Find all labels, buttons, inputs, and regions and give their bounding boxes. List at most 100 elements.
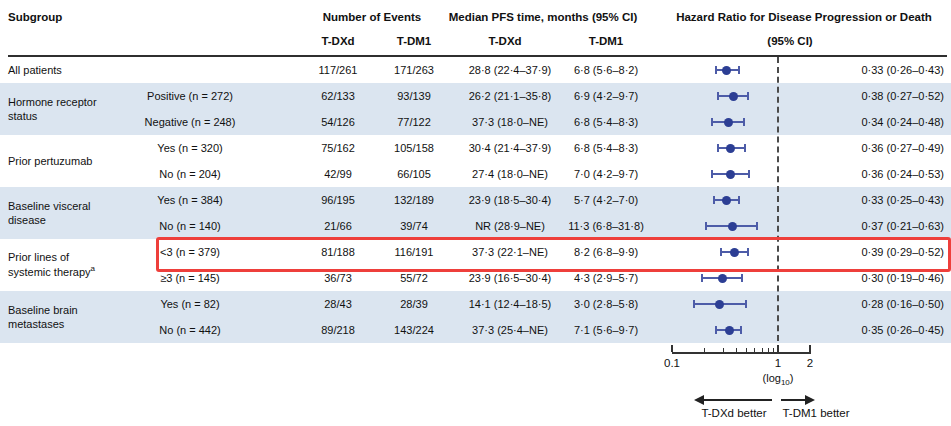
axis-minor-tick	[768, 348, 769, 352]
table-row: No (n = 442)89/218143/22437·3 (25·4–NE)7…	[0, 317, 951, 343]
table-row: Positive (n = 272)62/13393/13926·2 (21·1…	[0, 83, 951, 109]
table-row: ≥3 (n = 145)36/7355/7223·9 (16·5–30·4)4·…	[0, 265, 951, 291]
hr-value: 0·33 (0·25–0·43)	[800, 194, 944, 206]
subgroup-section: Prior pertuzumabYes (n = 320)75/162105/1…	[0, 135, 951, 187]
table-row: 117/261171/26328·8 (22·4–37·9)6·8 (5·6–8…	[0, 57, 951, 83]
events-tdm1: 105/158	[376, 142, 452, 154]
events-tdm1: 77/122	[376, 116, 452, 128]
events-tdxd: 117/261	[300, 64, 376, 76]
events-tdxd: 96/195	[300, 194, 376, 206]
subgroup-level: ≥3 (n = 145)	[110, 272, 270, 284]
subgroup-level: Yes (n = 320)	[110, 142, 270, 154]
hr-value: 0·33 (0·26–0·43)	[800, 64, 944, 76]
ci-cap-right	[748, 170, 750, 178]
events-tdxd: 75/162	[300, 142, 376, 154]
ci-cap-right	[741, 274, 743, 282]
table-row: Yes (n = 320)75/162105/15830·4 (21·4–37·…	[0, 135, 951, 161]
median-tdm1: 4·3 (2·9–5·7)	[546, 272, 666, 284]
axis-major-tick	[809, 345, 811, 352]
hr-value: 0·37 (0·21–0·63)	[800, 220, 944, 232]
hr-value: 0·39 (0·29–0·52)	[800, 246, 944, 258]
ci-cap-left	[713, 196, 715, 204]
events-tdm1: 143/224	[376, 324, 452, 336]
hr-point-marker	[728, 222, 737, 231]
left-arrow-icon	[694, 395, 704, 405]
axis-minor-tick	[736, 348, 737, 352]
ci-cap-right	[747, 248, 749, 256]
hr-value: 0·38 (0·27–0·52)	[800, 90, 944, 102]
axis-minor-tick	[746, 348, 747, 352]
events-tdxd: 42/99	[300, 168, 376, 180]
hr-value: 0·28 (0·16–0·50)	[800, 298, 944, 310]
table-row: No (n = 140)21/6639/74NR (28·9–NE)11·3 (…	[0, 213, 951, 239]
ci-cap-right	[744, 144, 746, 152]
ci-cap-left	[715, 326, 717, 334]
axis-minor-tick	[754, 348, 755, 352]
events-tdm1: 66/105	[376, 168, 452, 180]
hr-point-marker	[722, 66, 731, 75]
x-axis-line	[672, 352, 811, 354]
right-arrow-icon	[805, 395, 815, 405]
median-tdm1: 3·0 (2·8–5·8)	[546, 298, 666, 310]
hr-point-marker	[726, 144, 735, 153]
forest-plot-figure: Subgroup Number of Events Median PFS tim…	[0, 0, 951, 426]
axis-tick-label: 1	[763, 357, 793, 369]
subgroup-level: Positive (n = 272)	[110, 90, 270, 102]
median-tdm1: 7·0 (4·2–9·7)	[546, 168, 666, 180]
hr-value: 0·36 (0·24–0·53)	[800, 168, 944, 180]
hr-point-marker	[725, 326, 734, 335]
hr-point-marker	[715, 300, 724, 309]
subgroup-section: Prior lines of systemic therapya<3 (n = …	[0, 239, 951, 291]
reference-line-hr1	[777, 57, 779, 351]
col-header-median-pfs: Median PFS time, months (95% CI)	[443, 11, 643, 23]
median-tdm1: 6·8 (5·4–8·3)	[546, 142, 666, 154]
events-tdm1: 171/263	[376, 64, 452, 76]
table-row: Negative (n = 248)54/12677/12237·3 (18·0…	[0, 109, 951, 135]
col-header-subgroup: Subgroup	[8, 11, 62, 23]
ci-cap-left	[693, 300, 695, 308]
hr-value: 0·35 (0·26–0·45)	[800, 324, 944, 336]
subgroup-level: <3 (n = 379)	[110, 246, 270, 258]
subheader-events-tdm1: T-DM1	[376, 35, 452, 47]
ci-cap-right	[740, 326, 742, 334]
left-arrow-line	[703, 399, 772, 401]
axis-minor-tick	[762, 348, 763, 352]
col-header-hazard-ratio: Hazard Ratio for Disease Progression or …	[650, 11, 951, 23]
events-tdxd: 54/126	[300, 116, 376, 128]
ci-cap-right	[745, 300, 747, 308]
ci-cap-left	[701, 274, 703, 282]
events-tdxd: 21/66	[300, 220, 376, 232]
hr-value: 0·34 (0·24–0·48)	[800, 116, 944, 128]
tdm1-better-label: T-DM1 better	[768, 407, 864, 419]
ci-cap-left	[711, 170, 713, 178]
subheader-median-tdxd: T-DXd	[452, 35, 558, 47]
axis-minor-tick	[773, 348, 774, 352]
table-row: Yes (n = 384)96/195132/18923·9 (18·5–30·…	[0, 187, 951, 213]
ci-cap-left	[717, 144, 719, 152]
ci-cap-right	[743, 118, 745, 126]
events-tdm1: 132/189	[376, 194, 452, 206]
subgroup-section: All patients117/261171/26328·8 (22·4–37·…	[0, 57, 951, 83]
hr-point-marker	[730, 248, 739, 257]
events-tdxd: 81/188	[300, 246, 376, 258]
axis-minor-tick	[704, 348, 705, 352]
events-tdxd: 62/133	[300, 90, 376, 102]
ci-cap-right	[756, 222, 758, 230]
subgroup-section: Baseline brain metastasesYes (n = 82)28/…	[0, 291, 951, 343]
events-tdxd: 89/218	[300, 324, 376, 336]
ci-cap-right	[738, 196, 740, 204]
ci-cap-left	[717, 92, 719, 100]
subgroup-level: No (n = 204)	[110, 168, 270, 180]
hr-point-marker	[729, 92, 738, 101]
subgroup-level: No (n = 442)	[110, 324, 270, 336]
hr-point-marker	[718, 274, 727, 283]
ci-cap-left	[715, 66, 717, 74]
median-tdm1: 8·2 (6·8–9·9)	[546, 246, 666, 258]
axis-major-tick	[777, 345, 779, 352]
ci-cap-right	[747, 92, 749, 100]
ci-cap-right	[738, 66, 740, 74]
subgroup-section: Baseline visceral diseaseYes (n = 384)96…	[0, 187, 951, 239]
table-row: <3 (n = 379)81/188116/19137·3 (22·1–NE)8…	[0, 239, 951, 265]
events-tdm1: 116/191	[376, 246, 452, 258]
table-row: Yes (n = 82)28/4328/3914·1 (12·4–18·5)3·…	[0, 291, 951, 317]
